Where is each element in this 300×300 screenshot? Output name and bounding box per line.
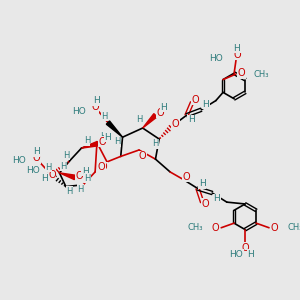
- Text: H: H: [152, 139, 159, 148]
- Text: O: O: [91, 102, 99, 112]
- Text: H: H: [136, 115, 142, 124]
- Text: H: H: [101, 112, 107, 121]
- Text: H: H: [77, 185, 84, 194]
- Text: H: H: [247, 250, 254, 259]
- Text: HO: HO: [72, 107, 86, 116]
- Text: H: H: [60, 162, 66, 171]
- Text: CH₃: CH₃: [253, 70, 269, 79]
- Text: H: H: [64, 151, 70, 160]
- Text: CH₃: CH₃: [188, 223, 203, 232]
- Text: O: O: [192, 95, 200, 105]
- Text: O: O: [99, 137, 106, 147]
- Text: H: H: [45, 163, 52, 172]
- Text: H: H: [85, 174, 91, 183]
- Text: O: O: [238, 68, 245, 78]
- Text: H: H: [66, 187, 73, 196]
- Text: O: O: [172, 119, 179, 129]
- Text: H: H: [233, 44, 240, 53]
- Text: H: H: [100, 132, 106, 141]
- Text: CH₃: CH₃: [287, 223, 300, 232]
- Text: HO: HO: [12, 156, 26, 165]
- Text: H: H: [188, 115, 194, 124]
- Text: O: O: [98, 162, 105, 172]
- Text: O: O: [76, 171, 83, 181]
- Polygon shape: [106, 121, 123, 137]
- Text: HO: HO: [209, 54, 223, 63]
- Text: O: O: [212, 223, 220, 233]
- Text: O: O: [100, 162, 107, 172]
- Polygon shape: [143, 114, 157, 128]
- Text: H: H: [84, 136, 90, 146]
- Text: O: O: [241, 243, 249, 253]
- Text: H: H: [104, 133, 111, 142]
- Text: O: O: [33, 153, 41, 163]
- Text: H: H: [202, 100, 209, 109]
- Text: H: H: [114, 137, 120, 146]
- Text: O: O: [202, 199, 210, 209]
- Text: HO: HO: [230, 250, 243, 259]
- Text: O: O: [271, 223, 278, 233]
- Text: O: O: [233, 50, 241, 60]
- Text: O: O: [48, 170, 56, 180]
- Polygon shape: [59, 173, 76, 180]
- Text: H: H: [41, 174, 48, 183]
- Text: H: H: [82, 167, 88, 176]
- Text: H: H: [160, 103, 167, 112]
- Text: O: O: [156, 107, 164, 118]
- Text: H: H: [33, 147, 40, 156]
- Polygon shape: [81, 141, 98, 148]
- Text: O: O: [183, 172, 190, 182]
- Text: H: H: [213, 194, 220, 203]
- Text: O: O: [139, 152, 146, 161]
- Text: HO: HO: [26, 166, 40, 175]
- Text: H: H: [93, 96, 99, 105]
- Text: H: H: [199, 179, 206, 188]
